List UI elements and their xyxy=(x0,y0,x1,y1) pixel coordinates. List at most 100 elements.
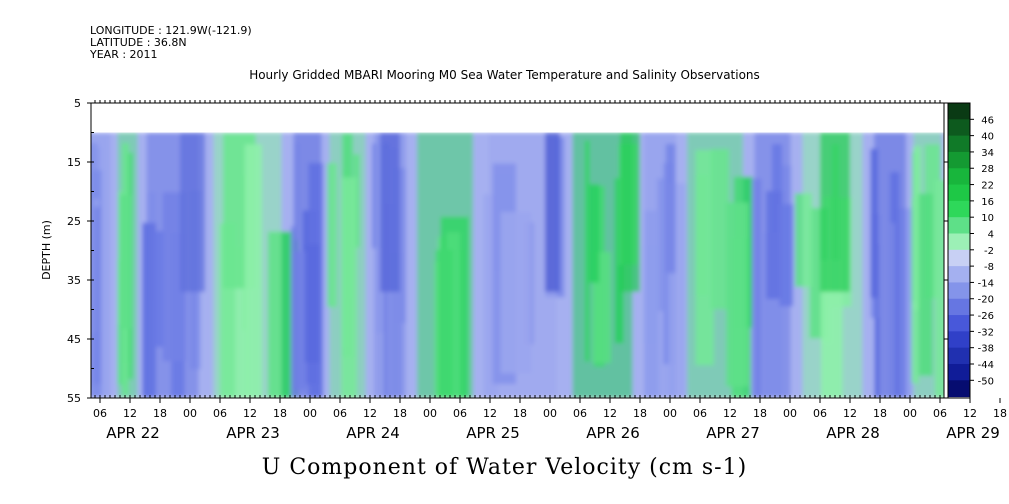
y-tick-label: 45 xyxy=(67,333,81,346)
x-tick-label: 12 xyxy=(603,407,617,420)
colorbar-label: -50 xyxy=(978,376,994,387)
colorbar-label: 4 xyxy=(988,229,994,240)
x-tick-label: 12 xyxy=(123,407,137,420)
colorbar-label: -38 xyxy=(978,344,994,355)
x-tick-label: 00 xyxy=(783,407,797,420)
colorbar-swatch xyxy=(948,119,970,137)
x-tick-label: 00 xyxy=(543,407,557,420)
heatmap-cell xyxy=(380,132,400,292)
x-tick-label: 00 xyxy=(183,407,197,420)
x-date-label: APR 27 xyxy=(706,424,760,442)
heatmap-field xyxy=(91,132,944,398)
heatmap-cell xyxy=(91,132,111,398)
x-tick-label: 06 xyxy=(813,407,827,420)
y-tick-label: 5 xyxy=(74,97,81,110)
chart-subtitle: U Component of Water Velocity (cm s-1) xyxy=(261,455,748,480)
colorbar-label: 10 xyxy=(981,213,994,224)
colorbar-label: 16 xyxy=(981,197,994,208)
colorbar-swatch xyxy=(948,168,970,186)
colorbar-label: -20 xyxy=(978,295,994,306)
heatmap-cell xyxy=(620,132,640,292)
x-date-label: APR 25 xyxy=(466,424,520,442)
colorbar-label: 34 xyxy=(981,148,994,159)
x-tick-label: 06 xyxy=(93,407,107,420)
heatmap-cells xyxy=(91,132,944,398)
x-tick-label: 12 xyxy=(963,407,977,420)
colorbar-frame xyxy=(947,102,971,399)
y-tick-label: 35 xyxy=(67,274,81,287)
colorbar-swatch xyxy=(948,233,970,251)
colorbar-label: -8 xyxy=(984,262,994,273)
colorbar-label: 40 xyxy=(981,132,994,143)
colorbar-label: -32 xyxy=(978,327,994,338)
heatmap-cell xyxy=(417,132,473,398)
heatmap-cell xyxy=(754,132,791,398)
x-tick-label: 18 xyxy=(393,407,407,420)
colorbar-swatch xyxy=(948,249,970,267)
colorbar-label: -14 xyxy=(978,278,994,289)
colorbar-swatch xyxy=(948,347,970,365)
x-tick-label: 18 xyxy=(513,407,527,420)
y-tick-label: 15 xyxy=(67,156,81,169)
x-tick-label: 00 xyxy=(903,407,917,420)
colorbar-swatch xyxy=(948,282,970,300)
colorbar-swatch xyxy=(948,217,970,234)
colorbar-label: -2 xyxy=(984,246,994,257)
heatmap-cell xyxy=(180,132,205,292)
colorbar: 46 40 34 28 22 16 10 4 -2 -8 -14 -20 -26 -32 -38 -44 -50 xyxy=(947,102,994,399)
x-tick-label: 18 xyxy=(273,407,287,420)
x-tick-label: 18 xyxy=(873,407,887,420)
x-date-label: APR 28 xyxy=(826,424,880,442)
heatmap-cell xyxy=(687,132,743,398)
latitude-label: LATITUDE : 36.8N xyxy=(90,36,187,49)
x-date-label: APR 29 xyxy=(946,424,1000,442)
heatmap-cell xyxy=(820,132,850,292)
x-tick-label: 12 xyxy=(843,407,857,420)
heatmap-cell xyxy=(644,132,676,398)
heatmap-cell xyxy=(874,132,906,398)
year-label: YEAR : 2011 xyxy=(90,48,158,61)
x-date-label: APR 24 xyxy=(346,424,400,442)
colorbar-label: 46 xyxy=(981,115,994,126)
colorbar-swatch xyxy=(948,380,970,398)
heatmap-cell xyxy=(213,132,282,398)
x-tick-label: 06 xyxy=(333,407,347,420)
x-tick-label: 06 xyxy=(693,407,707,420)
x-tick-label: 18 xyxy=(153,407,167,420)
y-tick-label: 55 xyxy=(67,392,81,405)
colorbar-swatch xyxy=(948,363,970,381)
colorbar-swatch xyxy=(948,200,970,218)
x-date-label: APR 26 xyxy=(586,424,640,442)
x-tick-label: 12 xyxy=(483,407,497,420)
colorbar-swatch xyxy=(948,151,970,169)
heatmap-cell xyxy=(293,132,322,398)
x-tick-label: 06 xyxy=(933,407,947,420)
x-tick-label: 18 xyxy=(993,407,1007,420)
colorbar-label: -26 xyxy=(978,311,994,322)
colorbar-label: 22 xyxy=(981,181,994,192)
longitude-label: LONGITUDE : 121.9W(-121.9) xyxy=(90,24,252,37)
chart-title: Hourly Gridded MBARI Mooring M0 Sea Wate… xyxy=(249,68,760,82)
colorbar-swatch xyxy=(948,135,970,153)
x-tick-label: 18 xyxy=(753,407,767,420)
colorbar-label: -44 xyxy=(978,360,994,371)
y-tick-label: 25 xyxy=(67,215,81,228)
x-date-label: APR 23 xyxy=(226,424,280,442)
x-tick-label: 00 xyxy=(423,407,437,420)
colorbar-swatch xyxy=(948,315,970,332)
colorbar-swatch xyxy=(948,266,970,283)
colorbar-swatch xyxy=(948,184,970,202)
colorbar-label: 28 xyxy=(981,164,994,175)
heatmap-cell xyxy=(117,132,138,398)
x-tick-label: 06 xyxy=(453,407,467,420)
colorbar-swatch xyxy=(948,103,970,120)
x-date-label: APR 22 xyxy=(106,424,160,442)
heatmap-cell xyxy=(329,132,366,398)
x-tick-label: 12 xyxy=(243,407,257,420)
x-tick-label: 18 xyxy=(633,407,647,420)
heatmap-cell xyxy=(545,132,560,292)
x-tick-label: 12 xyxy=(363,407,377,420)
heatmap-cell xyxy=(913,132,942,398)
x-tick-label: 00 xyxy=(303,407,317,420)
